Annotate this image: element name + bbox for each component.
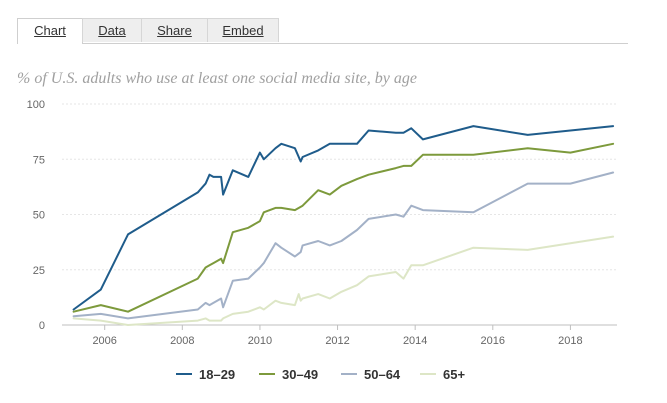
tab-share[interactable]: Share [141, 18, 208, 42]
y-tick-label: 100 [27, 99, 45, 111]
x-tick-label: 2008 [170, 335, 194, 347]
series-line-18–29 [72, 125, 615, 311]
x-tick-label: 2012 [325, 335, 349, 347]
chart-title: % of U.S. adults who use at least one so… [17, 70, 417, 87]
x-tick-label: 2006 [92, 335, 116, 347]
tab-bar: Chart Data Share Embed [17, 18, 628, 44]
x-tick-label: 2016 [481, 335, 505, 347]
legend-item: 50–64 [341, 364, 400, 384]
chart-legend: 18–29 30–49 50–64 65+ [0, 364, 667, 384]
series-line-50–64 [72, 171, 615, 320]
y-tick-label: 75 [33, 154, 45, 166]
series-line-30–49 [72, 142, 615, 313]
tab-embed[interactable]: Embed [207, 18, 279, 42]
legend-label: 30–49 [282, 366, 319, 382]
legend-label: 65+ [443, 366, 466, 382]
legend-item: 30–49 [259, 364, 318, 384]
line-chart: 0 25 50 75 100 2006 2008 2010 2012 2014 2016 2018 [27, 99, 617, 347]
x-tick-label: 2014 [403, 335, 427, 347]
legend-item: 65+ [420, 364, 465, 384]
tab-data[interactable]: Data [82, 18, 142, 42]
x-tick-label: 2018 [558, 335, 582, 347]
legend-swatch [420, 373, 436, 375]
legend-swatch [176, 373, 192, 375]
y-tick-label: 25 [33, 265, 45, 277]
legend-item: 18–29 [176, 364, 235, 384]
y-tick-label: 50 [33, 210, 45, 222]
y-tick-label: 0 [39, 320, 45, 332]
legend-label: 18–29 [199, 366, 236, 382]
legend-swatch [341, 373, 357, 375]
legend-label: 50–64 [364, 366, 401, 382]
tab-chart[interactable]: Chart [17, 18, 83, 44]
series-line-65+ [72, 235, 615, 326]
legend-swatch [259, 373, 275, 375]
x-tick-label: 2010 [248, 335, 272, 347]
